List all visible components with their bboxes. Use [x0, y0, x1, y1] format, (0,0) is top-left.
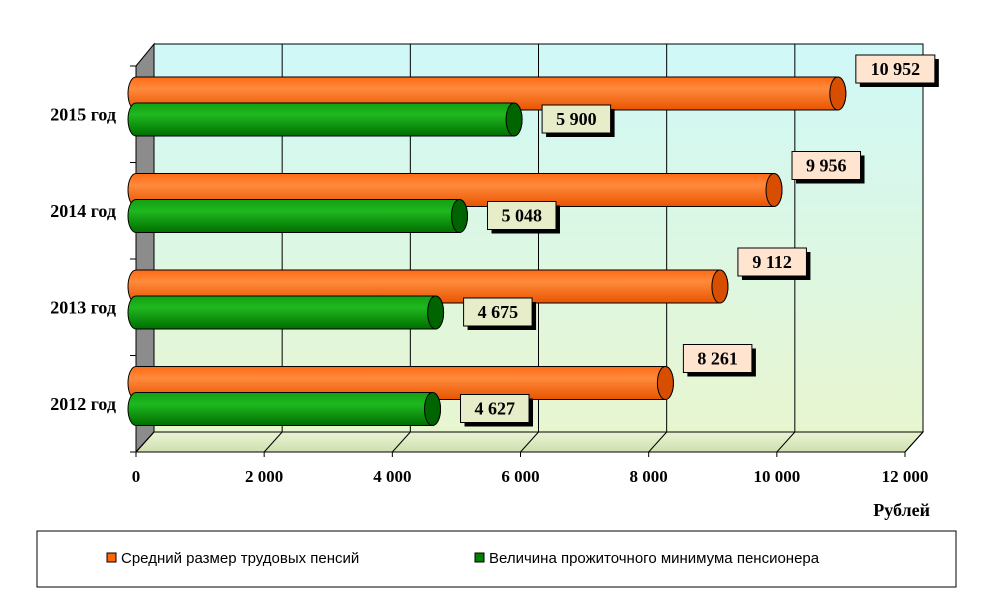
- floor-gridline: [391, 431, 411, 453]
- label-text: 5 048: [501, 206, 542, 226]
- x-tick-label: 0: [132, 467, 141, 486]
- y-category-label: 2015 год: [50, 104, 116, 124]
- label-text: 4 627: [475, 399, 516, 419]
- bar-end-cap: [765, 173, 783, 207]
- data-label-minimum: 4 675: [463, 297, 537, 330]
- label-text: 9 112: [752, 252, 792, 272]
- floor-gridline: [776, 431, 796, 453]
- label-box: [460, 394, 530, 423]
- x-tick-label: 4 000: [373, 467, 411, 486]
- x-tick-label: 12 000: [882, 467, 929, 486]
- data-label-minimum: 4 627: [460, 394, 534, 427]
- x-tick-label: 2 000: [245, 467, 283, 486]
- legend: Средний размер трудовых пенсий Величина …: [36, 530, 957, 588]
- bar-minimum: [127, 392, 442, 426]
- data-label-minimum: 5 900: [541, 104, 615, 137]
- floor-gridline: [904, 431, 924, 453]
- label-box: [463, 297, 533, 327]
- floor-gridline: [263, 431, 283, 453]
- bar-minimum: [127, 295, 445, 330]
- label-box: [737, 247, 807, 277]
- bar-end-cap: [450, 199, 468, 233]
- x-axis-title: Рублей: [873, 500, 930, 520]
- data-label-minimum: 5 048: [486, 201, 560, 234]
- data-labels: 8 261 4 627 9 112 4 675 9 956 5 048 10 952 5 90…: [460, 54, 939, 427]
- data-label-pension: 10 952: [855, 54, 939, 87]
- label-text: 5 900: [556, 109, 597, 129]
- label-box: [486, 201, 557, 230]
- label-text: 4 675: [478, 302, 519, 322]
- legend-swatch-pension: [106, 552, 117, 563]
- floor-gridline: [520, 431, 539, 453]
- bar-end-cap: [711, 269, 729, 304]
- bar-minimum: [127, 102, 523, 137]
- y-category-label: 2013 год: [50, 297, 116, 317]
- data-label-pension: 9 956: [791, 151, 865, 184]
- floor-gridline: [135, 431, 155, 453]
- data-label-pension: 9 112: [737, 247, 811, 280]
- x-tick-label: 8 000: [630, 467, 668, 486]
- legend-swatch-minimum: [474, 552, 485, 563]
- bar-end-cap: [505, 102, 523, 137]
- legend-label-pension: Средний размер трудовых пенсий: [121, 550, 359, 567]
- bar-end-cap: [427, 295, 445, 330]
- x-tick-label: 6 000: [501, 467, 539, 486]
- bar-end-cap: [829, 76, 847, 111]
- label-text: 9 956: [806, 156, 847, 176]
- floor-gridline: [648, 431, 668, 453]
- bar-end-cap: [424, 392, 442, 426]
- legend-box: [36, 530, 957, 588]
- label-box: [791, 151, 862, 180]
- y-category-label: 2012 год: [50, 394, 116, 414]
- label-text: 8 261: [697, 349, 738, 369]
- label-box: [682, 344, 753, 373]
- axes: 0 2 000 4 000 6 000 8 000 10 000 12 000 2012 го…: [50, 65, 929, 486]
- label-box: [541, 104, 612, 134]
- data-label-pension: 8 261: [682, 344, 756, 377]
- x-tick-label: 10 000: [753, 467, 800, 486]
- label-text: 10 952: [871, 59, 921, 79]
- label-box: [855, 54, 936, 84]
- bar-minimum: [127, 199, 468, 233]
- y-category-label: 2014 год: [50, 201, 116, 221]
- legend-label-minimum: Величина прожиточного минимума пенсионер…: [489, 550, 820, 567]
- bars: [127, 76, 847, 426]
- bar-end-cap: [656, 366, 674, 400]
